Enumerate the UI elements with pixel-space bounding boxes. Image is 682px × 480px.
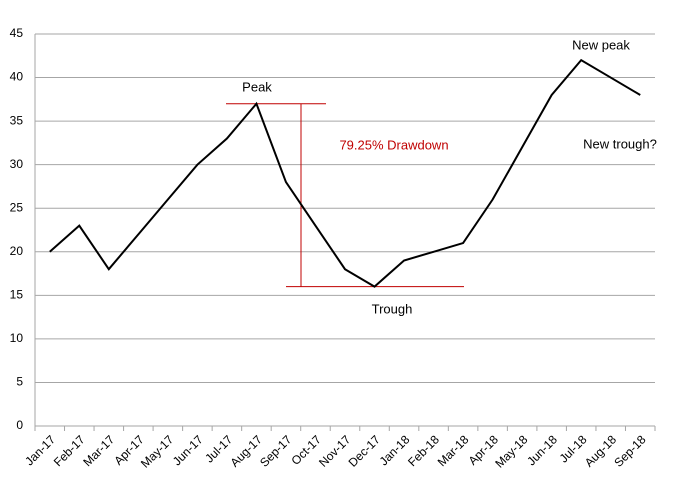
- line-series: [49, 58, 641, 288]
- peak-label: Peak: [242, 79, 272, 94]
- y-tick-label: 30: [10, 157, 24, 171]
- x-tick-label: Sep-18: [611, 432, 648, 469]
- y-tick-label: 35: [10, 113, 24, 127]
- x-tick-label: May-18: [492, 432, 530, 470]
- x-tick-label: Jun-17: [170, 432, 206, 468]
- drawdown-label: 79.25% Drawdown: [339, 137, 448, 152]
- new-peak-label: New peak: [572, 37, 630, 52]
- x-tick-label: Jun-18: [524, 432, 560, 468]
- x-tick-label: Aug-17: [228, 432, 265, 469]
- x-tick-label: Mar-17: [80, 432, 117, 469]
- x-tick-label: Feb-17: [51, 432, 88, 469]
- x-tick-label: Nov-17: [316, 432, 353, 469]
- y-tick-label: 40: [10, 70, 24, 84]
- y-tick-label: 10: [10, 331, 24, 345]
- y-tick-label: 0: [16, 418, 23, 432]
- x-tick-label: Aug-18: [582, 432, 619, 469]
- new-trough-label: New trough?: [583, 136, 657, 151]
- y-tick-label: 45: [10, 26, 24, 40]
- x-tick-label: Jan-17: [22, 432, 58, 468]
- trough-label: Trough: [372, 301, 413, 316]
- x-tick-label: Feb-18: [405, 432, 442, 469]
- y-tick-label: 20: [10, 244, 24, 258]
- x-tick-label: Mar-18: [435, 432, 472, 469]
- x-tick-label: May-17: [138, 432, 176, 470]
- x-tick-label: Jan-18: [377, 432, 413, 468]
- y-tick-label: 5: [16, 375, 23, 389]
- x-tick-label: Sep-17: [257, 432, 294, 469]
- y-tick-label: 15: [10, 288, 24, 302]
- y-tick-label: 25: [10, 200, 24, 214]
- x-tick-label: Dec-17: [346, 432, 383, 469]
